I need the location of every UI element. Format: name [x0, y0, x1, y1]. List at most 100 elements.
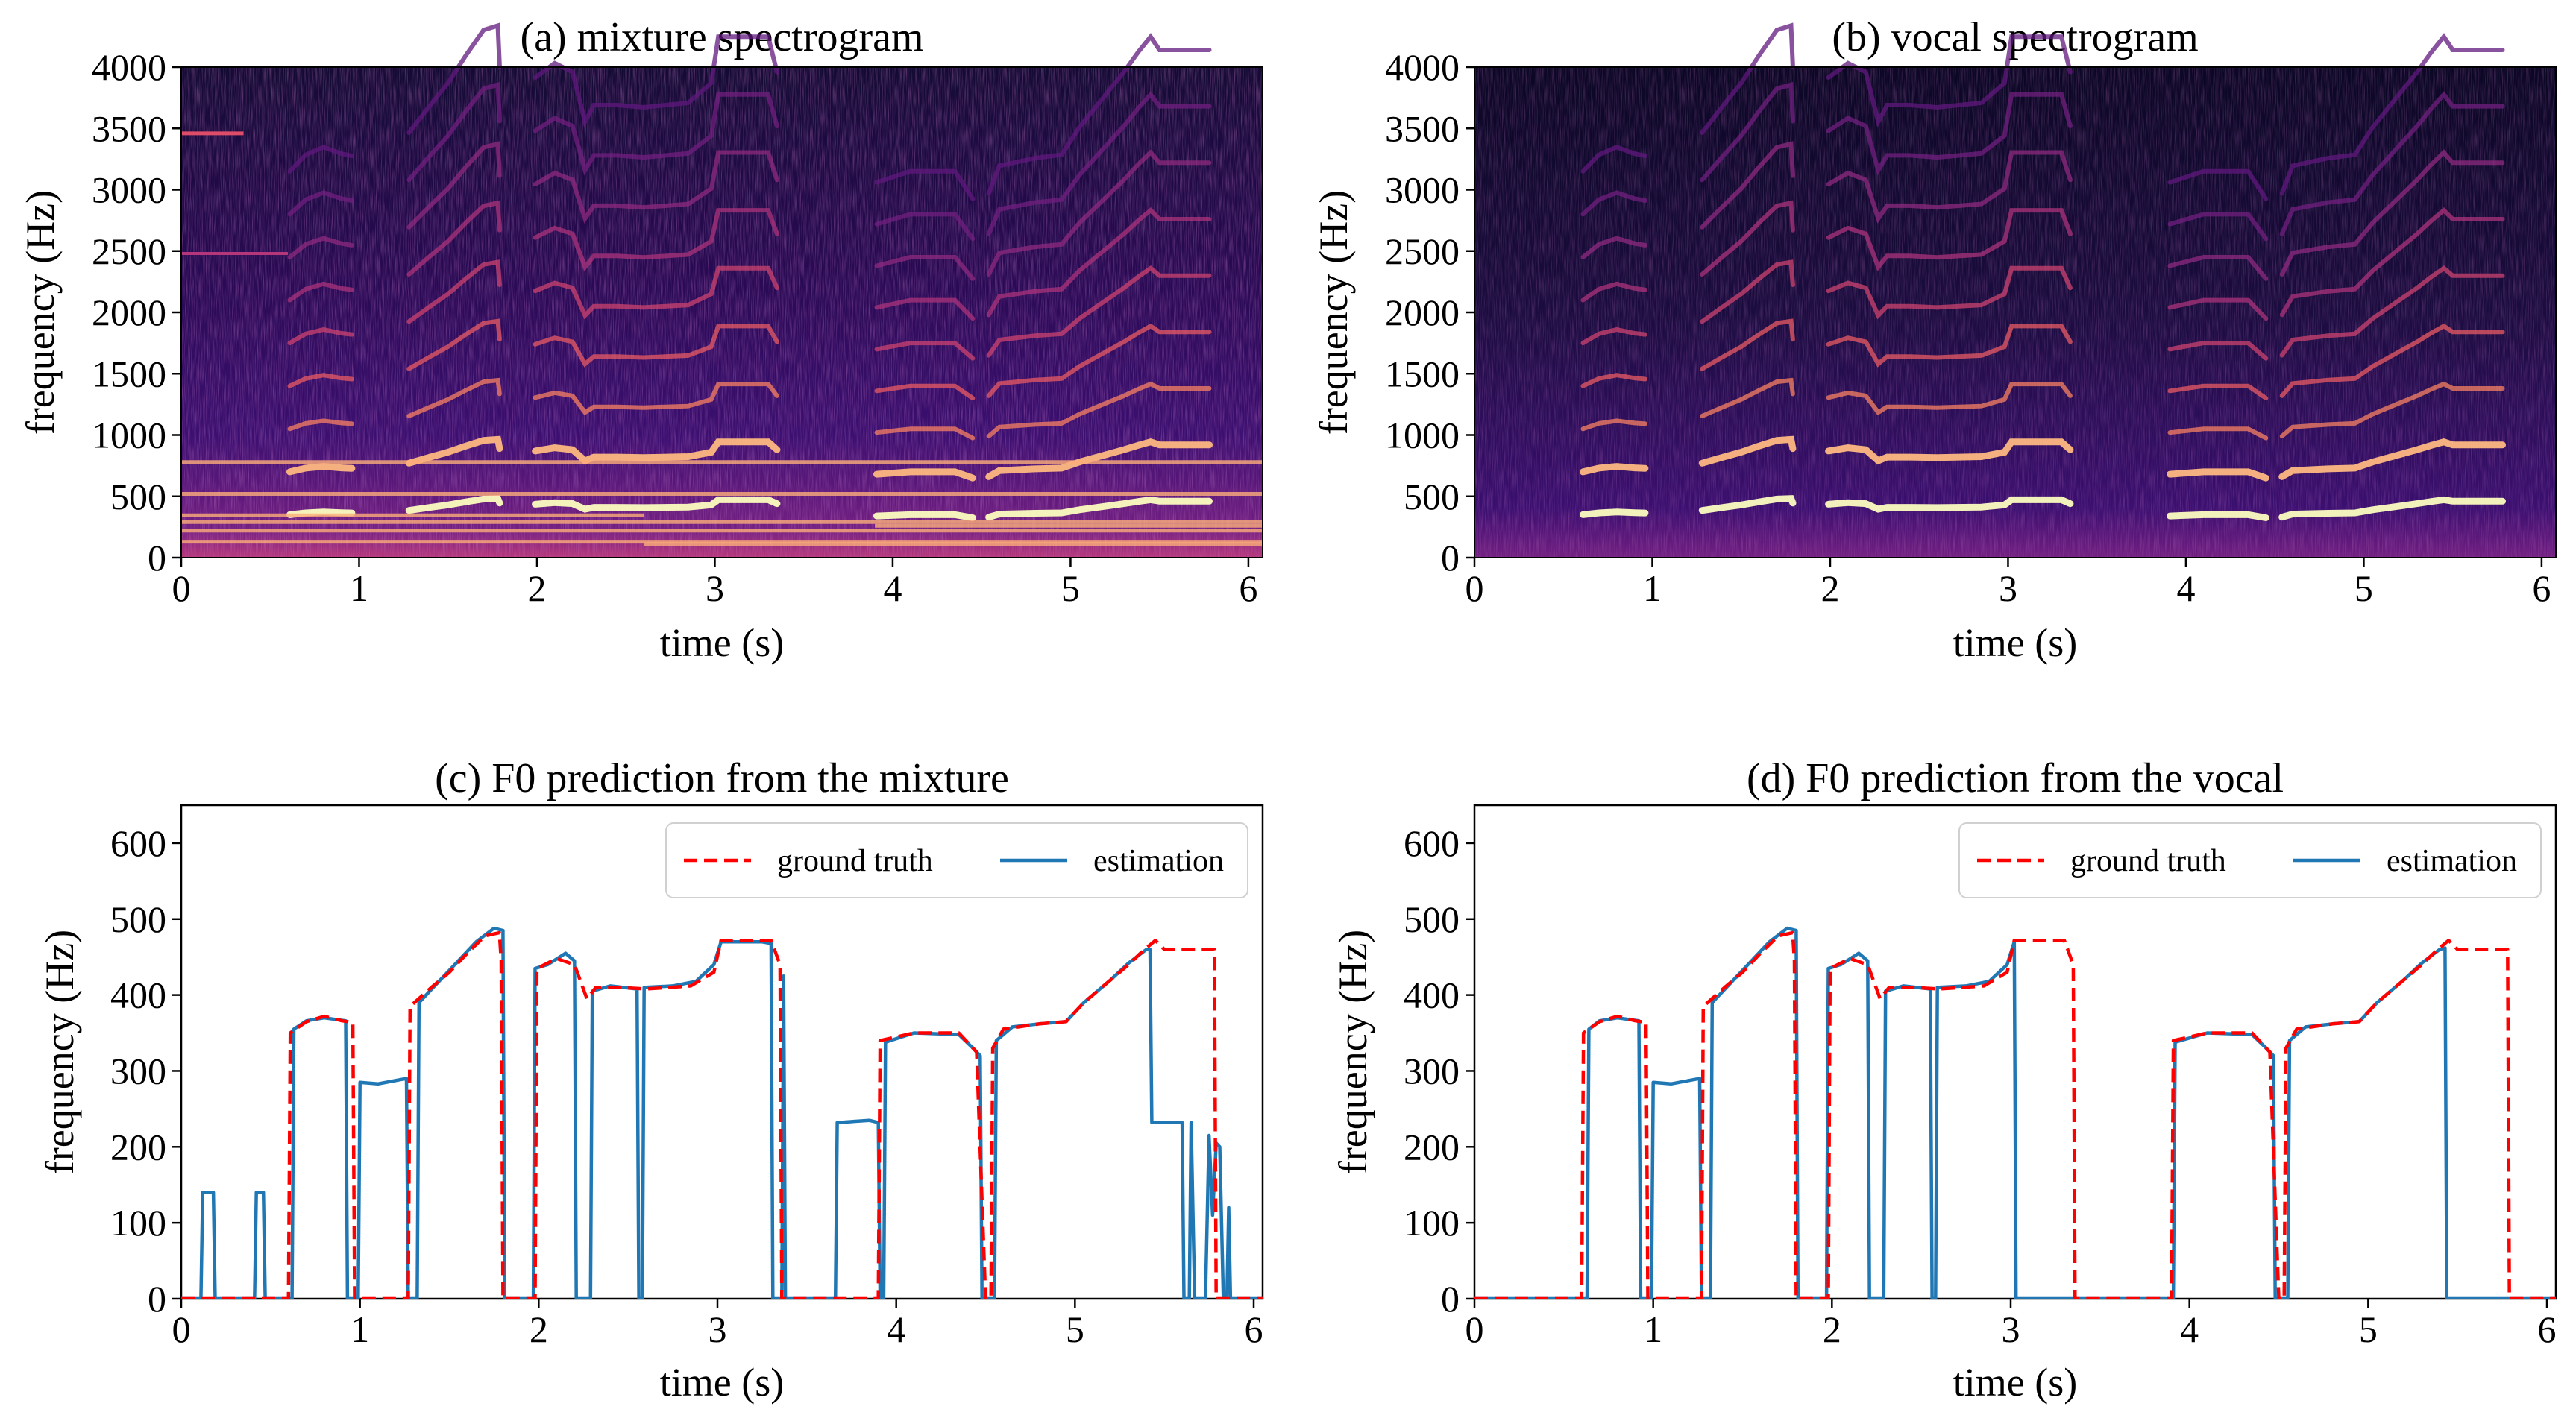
x-tick-label: 2 — [530, 1308, 548, 1350]
harmonic-track — [986, 91, 1212, 236]
harmonic-track — [1825, 496, 2074, 513]
y-tick-label: 100 — [1404, 1202, 1460, 1244]
harmonic-track — [1700, 81, 1795, 183]
harmonic-track — [406, 318, 502, 371]
harmonic-track — [873, 511, 976, 521]
harmonic-track — [533, 150, 779, 224]
harmonic-track — [2167, 468, 2269, 482]
harmonic-track — [2279, 149, 2505, 277]
y-tick-label: 3000 — [92, 169, 166, 211]
harmonic-track — [1826, 324, 2073, 368]
y-tick-label: 400 — [1404, 974, 1460, 1016]
harmonic-track — [874, 255, 976, 281]
x-axis-label: time (s) — [660, 1360, 784, 1405]
y-tick-label: 0 — [148, 1278, 166, 1320]
legend: ground truth estimation — [1958, 822, 2542, 898]
x-tick-label: 2 — [1821, 567, 1839, 609]
harmonic-track — [287, 236, 354, 259]
x-tick-label: 6 — [2538, 1308, 2557, 1350]
harmonic-track — [2279, 91, 2505, 236]
x-tick-label: 5 — [2354, 567, 2373, 609]
harmonic-track — [2279, 381, 2505, 439]
harmonic-track — [1826, 150, 2073, 224]
x-tick-label: 0 — [172, 1308, 191, 1350]
harmonic-track — [986, 207, 1212, 318]
y-tick-label: 4000 — [92, 46, 166, 88]
harmonic-track — [1825, 438, 2074, 465]
harmonic-track — [533, 208, 779, 272]
panel-f0-mixture: (c) F0 prediction from the mixture 0 1 2 3 4… — [37, 755, 1264, 1405]
legend-label: estimation — [2387, 844, 2517, 878]
y-axis: 0 100 200 300 400 500 600 — [1404, 822, 1474, 1320]
x-axis: 0 1 2 3 4 5 6 — [172, 558, 1257, 609]
harmonic-track — [874, 383, 976, 401]
harmonic-track — [874, 212, 976, 242]
harmonic-track — [2167, 426, 2269, 441]
harmonic-track — [1580, 190, 1647, 217]
y-tick-label: 300 — [110, 1050, 166, 1091]
x-tick-label: 5 — [1061, 567, 1080, 609]
harmonic-track — [405, 435, 503, 467]
x-tick-label: 1 — [1644, 1308, 1662, 1350]
y-tick-label: 500 — [1404, 898, 1460, 940]
x-tick-label: 0 — [1466, 567, 1484, 609]
x-tick-label: 2 — [527, 567, 546, 609]
spectrogram-image-vocal — [1474, 22, 2557, 558]
x-tick-label: 6 — [1245, 1308, 1263, 1350]
y-tick-label: 500 — [1404, 476, 1460, 517]
harmonic-track — [1826, 92, 2073, 176]
harmonic-track — [1826, 208, 2073, 272]
harmonic-track — [1700, 141, 1795, 230]
harmonic-track — [406, 259, 502, 324]
y-tick-label: 500 — [110, 898, 166, 940]
harmonic-track — [2167, 511, 2269, 521]
harmonic-track — [532, 496, 781, 513]
y-tick-label: 1000 — [1385, 415, 1460, 456]
harmonic-track — [287, 281, 354, 303]
legend-label: estimation — [1093, 844, 1224, 878]
legend-box — [665, 822, 1248, 898]
x-tick-label: 5 — [1066, 1308, 1084, 1350]
legend-label: ground truth — [777, 844, 933, 878]
harmonic-track — [2279, 265, 2505, 358]
y-tick-label: 3500 — [1385, 107, 1460, 149]
harmonic-track — [406, 377, 502, 418]
x-tick-label: 0 — [1466, 1308, 1484, 1350]
y-tick-label: 300 — [1404, 1050, 1460, 1091]
harmonic-track — [1580, 373, 1647, 388]
x-axis: 0 1 2 3 4 5 6 — [172, 1299, 1263, 1350]
harmonic-track — [986, 381, 1212, 439]
x-tick-label: 4 — [2180, 1308, 2199, 1350]
harmonic-track — [533, 34, 779, 128]
spectrogram-image-mixture — [180, 22, 1263, 558]
harmonic-track — [2279, 323, 2505, 398]
harmonic-track — [2167, 168, 2269, 201]
harmonic-track — [1826, 34, 2073, 128]
harmonic-track — [985, 496, 1213, 521]
x-tick-label: 4 — [2176, 567, 2195, 609]
harmonic-track — [287, 190, 354, 217]
x-tick-label: 4 — [887, 1308, 905, 1350]
harmonic-track — [1580, 145, 1647, 174]
harmonic-track — [2167, 212, 2269, 242]
y-tick-label: 200 — [1404, 1126, 1460, 1168]
x-axis: 0 1 2 3 4 5 6 — [1466, 1299, 2557, 1350]
panel-f0-vocal: (d) F0 prediction from the vocal 0 1 2 3 4 5 6… — [1331, 755, 2557, 1405]
harmonic-track — [2167, 297, 2269, 321]
x-tick-label: 3 — [1999, 567, 2017, 609]
y-tick-label: 200 — [110, 1126, 166, 1168]
harmonic-track — [2167, 255, 2269, 281]
harmonic-track — [406, 141, 502, 230]
harmonic-track — [1700, 22, 1795, 135]
harmonic-track — [1700, 318, 1795, 371]
x-tick-label: 2 — [1823, 1308, 1841, 1350]
x-tick-label: 1 — [1643, 567, 1662, 609]
harmonic-track — [1580, 418, 1647, 432]
harmonic-track — [986, 265, 1212, 358]
x-axis: 0 1 2 3 4 5 6 — [1466, 558, 2551, 609]
y-tick-label: 3000 — [1385, 169, 1460, 211]
harmonic-track — [986, 33, 1212, 196]
harmonic-track — [1698, 435, 1797, 467]
harmonic-track — [1580, 463, 1649, 476]
harmonic-track — [1580, 327, 1647, 346]
